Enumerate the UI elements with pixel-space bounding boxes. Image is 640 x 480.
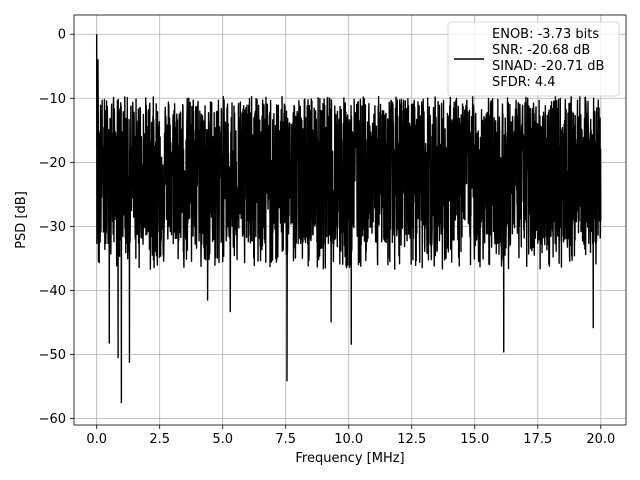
x-tick-label: 15.0 — [460, 432, 489, 447]
x-tick-label: 20.0 — [586, 432, 615, 447]
x-tick-label: 2.5 — [149, 432, 170, 447]
y-tick-label: −40 — [39, 284, 66, 299]
x-tick-label: 0.0 — [86, 432, 107, 447]
legend-entry-sinad: SINAD: -20.71 dB — [492, 59, 604, 74]
y-tick-label: −30 — [39, 220, 66, 235]
plot-frame — [73, 14, 627, 426]
x-tick-label: 12.5 — [397, 432, 426, 447]
x-tick-label: 10.0 — [334, 432, 363, 447]
x-axis-label: Frequency [MHz] — [295, 451, 404, 466]
y-tick-label: −10 — [39, 92, 66, 107]
legend-entry-enob: ENOB: -3.73 bits — [492, 27, 599, 42]
y-tick-label: −20 — [39, 156, 66, 171]
y-tick-label: −60 — [39, 412, 66, 427]
x-tick-label: 7.5 — [275, 432, 296, 447]
series-layer — [95, 34, 602, 404]
legend-entry-sfdr: SFDR: 4.4 — [492, 75, 556, 90]
y-tick-label: −50 — [39, 348, 66, 363]
psd-series-line — [95, 34, 602, 404]
legend-box — [447, 21, 620, 97]
legend-entry-snr: SNR: -20.68 dB — [492, 43, 590, 58]
x-tick-label: 5.0 — [212, 432, 233, 447]
y-tick-label: 0 — [58, 28, 66, 43]
y-axis: 0 −10 −20 −30 −40 −50 −60 — [39, 28, 74, 427]
legend: ENOB: -3.73 bits SNR: -20.68 dB SINAD: -… — [447, 21, 620, 97]
x-tick-label: 17.5 — [523, 432, 552, 447]
y-axis-label: PSD [dB] — [14, 191, 29, 249]
x-axis: 0.0 2.5 5.0 7.5 10.0 12.5 15.0 17.5 20.0 — [86, 425, 615, 447]
